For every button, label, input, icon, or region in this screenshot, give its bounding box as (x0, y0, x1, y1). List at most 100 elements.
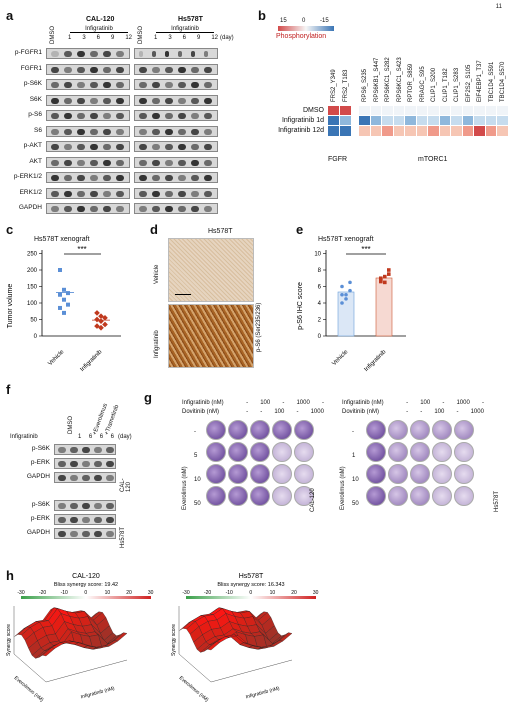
blot-band (152, 159, 160, 166)
synergy-scale-label: -20 (39, 590, 46, 596)
g-value: 10 (352, 477, 359, 483)
f-blot-band (70, 517, 78, 523)
e-significance: *** (361, 245, 370, 254)
blot-band (64, 113, 72, 119)
ihc-infigratinib-image (168, 304, 254, 368)
panel-e-title: Hs578T xenograft (318, 236, 374, 243)
g-value: - (246, 400, 249, 406)
heatmap-row-label: Infigratinib 12d (278, 127, 324, 134)
blot-strip (134, 48, 218, 59)
blot-band (90, 190, 98, 197)
synergy-xlabel: Infigratinib (nM) (80, 686, 115, 701)
g-right-plate (366, 420, 474, 506)
g-well (454, 464, 474, 484)
d-row-vehicle: Vehicle (154, 264, 160, 284)
day-label: 6 (96, 35, 100, 41)
e-point-infigratinib (383, 280, 387, 285)
panel-e: Hs578T xenograft p-S6 IHC score 0 2 4 6 8 10 … (296, 224, 436, 374)
g-well (228, 486, 248, 506)
blot-band (178, 159, 186, 166)
blot-band (103, 97, 111, 104)
blot-band (90, 97, 98, 104)
heatmap-cell (358, 115, 372, 127)
synergy-scale-label: 20 (126, 590, 132, 596)
ihc-vehicle-image (168, 238, 254, 302)
synergy-scale-label: -10 (226, 590, 233, 596)
heatmap-cell (415, 125, 429, 137)
blot-band (191, 82, 199, 88)
g-value: - (442, 400, 445, 406)
blot-band (165, 190, 173, 197)
e-tick-label: 10 (314, 252, 321, 258)
f-blot-strip (54, 500, 116, 511)
heatmap-cell (415, 115, 429, 127)
g-well (432, 420, 452, 440)
synergy-scale-label: -10 (61, 590, 68, 596)
heatmap-cell (496, 115, 508, 127)
heatmap-cell (327, 115, 341, 127)
c-point-vehicle (62, 287, 66, 292)
blot-band (204, 82, 212, 88)
g-left-ever-values: - 5 10 50 (194, 420, 204, 516)
blot-band (152, 97, 160, 104)
blot-band (103, 51, 111, 57)
blot-strip (46, 125, 130, 137)
f-cell-hs578t: Hs578T (120, 526, 126, 548)
heatmap-col-label: FRS2_Y349 (331, 69, 337, 102)
synergy-colorbar (186, 596, 316, 599)
c-tick-label: 100 (27, 301, 38, 307)
g-well (250, 486, 270, 506)
g-well (294, 464, 314, 484)
blot-band (103, 144, 111, 150)
e-point-vehicle (348, 280, 352, 285)
day-label: 12 (125, 35, 132, 41)
c-point-vehicle (62, 297, 66, 302)
synergy-surface-cell (114, 632, 128, 642)
blot-band (103, 128, 111, 135)
heatmap-cell (450, 105, 464, 117)
blot-band (103, 113, 111, 119)
panel-e-plot: p-S6 IHC score 0 2 4 6 8 10 *** Vehicle Infig… (297, 245, 406, 373)
e-point-infigratinib (383, 274, 387, 279)
f-col-dmso: DMSO (68, 416, 74, 434)
blot-band (191, 97, 199, 104)
heatmap-cell (438, 115, 452, 127)
e-point-vehicle (344, 297, 348, 301)
g-well (388, 464, 408, 484)
blot-row-label: GAPDH (18, 204, 42, 211)
day-label: 9 (196, 35, 201, 41)
blot-band (51, 175, 59, 181)
f-day-label: 6 (99, 434, 104, 440)
f-blot-band (106, 461, 114, 467)
c-tick-label: 200 (27, 268, 38, 274)
blot-band (204, 190, 212, 197)
g-well (250, 420, 270, 440)
heatmap-cell (461, 125, 475, 137)
heatmap-cell (381, 125, 395, 137)
blot-band (165, 128, 173, 135)
blot-strip (46, 94, 130, 106)
blot-strip (46, 110, 130, 121)
c-point-vehicle (62, 310, 66, 315)
f-blot-band (70, 475, 78, 481)
blot-band (204, 97, 212, 104)
day-label: 12 (211, 35, 218, 41)
blot-band (178, 51, 182, 57)
f-blot-band (70, 447, 78, 453)
g-value: - (406, 400, 409, 406)
g-value: - (246, 409, 249, 415)
g-well (272, 486, 292, 506)
e-point-vehicle (344, 292, 348, 297)
heatmap-cell (369, 125, 383, 137)
blot-band (90, 206, 98, 212)
blot-strip (134, 203, 218, 214)
blot-band (77, 159, 85, 166)
blot-band (64, 82, 72, 88)
f-blot-band (82, 447, 90, 453)
c-point-infigratinib (102, 321, 108, 328)
synergy-scale-label: -20 (204, 590, 211, 596)
blot-band (51, 51, 59, 57)
f-blot-strip (54, 472, 116, 483)
f-row-label: GAPDH (26, 473, 50, 480)
e-bar-infigratinib (375, 277, 393, 337)
